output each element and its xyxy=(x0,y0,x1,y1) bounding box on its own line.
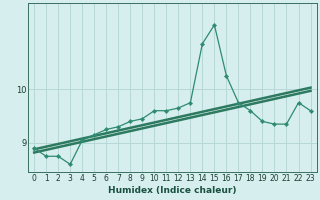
X-axis label: Humidex (Indice chaleur): Humidex (Indice chaleur) xyxy=(108,186,236,195)
